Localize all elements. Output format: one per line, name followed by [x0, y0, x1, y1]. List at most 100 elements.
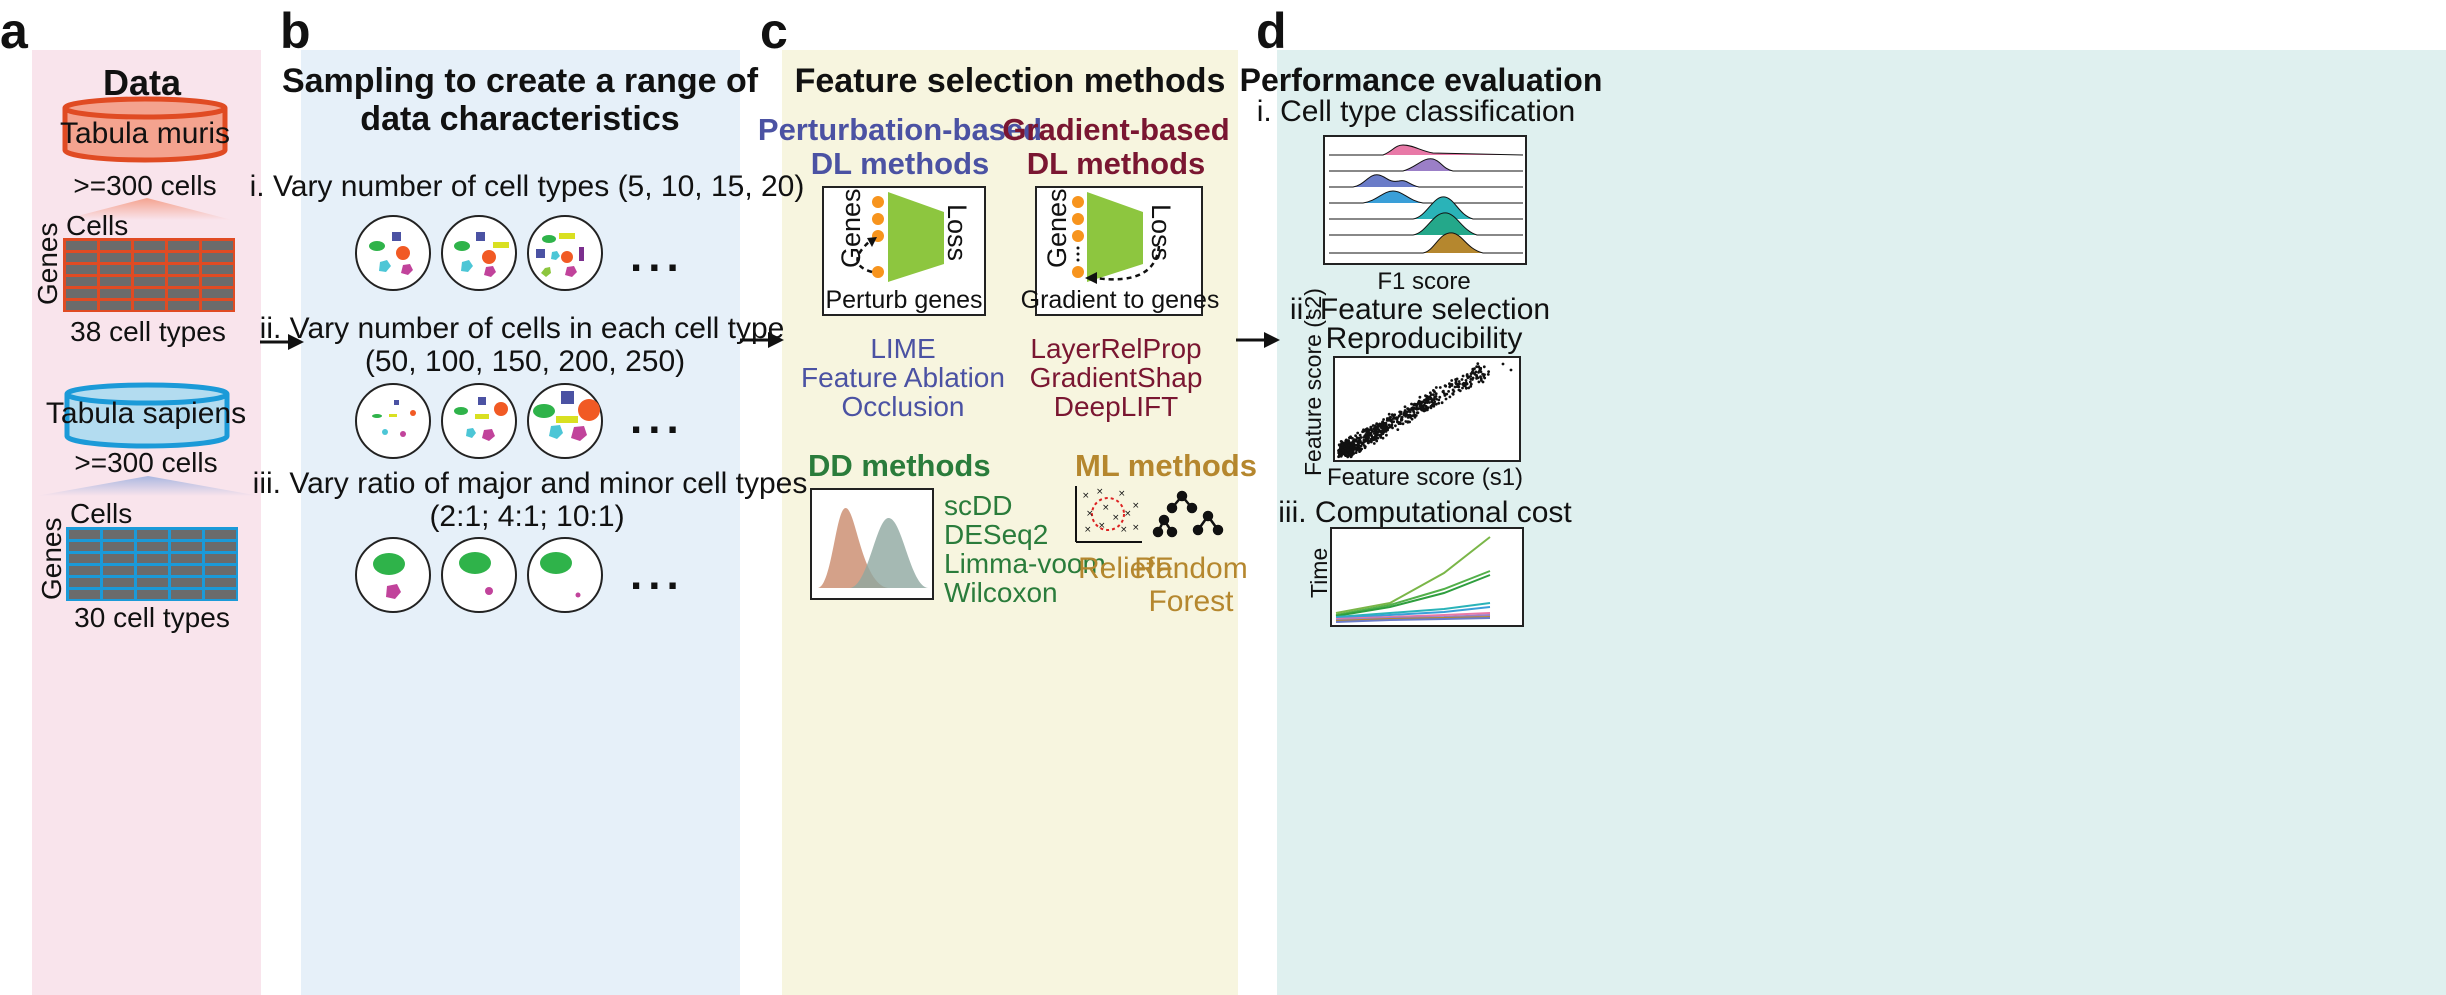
matrix-cell: [205, 578, 236, 587]
perturb-caption: Perturb genes: [825, 286, 983, 314]
scatter-point: [1406, 407, 1409, 410]
relieff-scatter-icon: × × ×× ××× × × × × ×: [1075, 486, 1142, 543]
matrix-cell: [103, 566, 134, 575]
scatter-point: [1464, 386, 1468, 390]
scatter-point: [1468, 380, 1472, 384]
scatter-point: [1448, 382, 1451, 386]
scatter-point: [1369, 431, 1373, 435]
matrix-cell: [100, 241, 131, 250]
scatter-point: [1455, 377, 1459, 381]
random-forest-line2: Forest: [1148, 585, 1234, 618]
step2-label-line2: (50, 100, 150, 200, 250): [364, 345, 686, 378]
ml-title: ML methods: [1075, 448, 1257, 483]
matrix-cell: [168, 265, 199, 274]
scatter-point: [1414, 414, 1418, 417]
scatter-point: [1375, 432, 1378, 435]
scatter-point: [1479, 375, 1482, 378]
step1-label: i. Vary number of cell types (5, 10, 15,…: [249, 170, 805, 203]
matrix-cell: [69, 578, 100, 587]
scatter-point: [1377, 428, 1381, 431]
matrix-cell: [103, 542, 134, 551]
gradient-method-layerrelprop: LayerRelProp: [1030, 333, 1202, 364]
gradient-title-line1: Gradient-based: [1002, 112, 1230, 147]
scatter-point: [1410, 407, 1414, 410]
svg-text:×: ×: [1120, 525, 1128, 535]
matrix2-cells-label: Cells: [70, 498, 133, 529]
gradient-method-deeplift: DeepLIFT: [1053, 391, 1179, 422]
scatter-point: [1339, 440, 1343, 443]
scatter-point: [1348, 436, 1351, 440]
scatter-point: [1433, 390, 1436, 394]
step3-label-line1: iii. Vary ratio of major and minor cell …: [252, 467, 808, 500]
scatter-point: [1346, 440, 1350, 444]
scatter-point: [1372, 432, 1376, 435]
scatter-point: [1448, 395, 1452, 399]
d-sub1-label: i. Cell type classification: [1256, 95, 1576, 128]
matrix1-cells-label: Cells: [66, 210, 129, 241]
scatter-point: [1396, 428, 1400, 431]
dd-method-scdd: scDD: [944, 490, 1013, 521]
dd-method-limma-voom: Limma-voom: [944, 548, 1106, 579]
matrix-cell: [168, 289, 199, 298]
scatter-point: [1418, 404, 1422, 408]
scatter-point: [1373, 426, 1376, 430]
scatter-point: [1457, 388, 1461, 392]
step2-circles: [355, 383, 603, 459]
svg-text:×: ×: [1102, 503, 1110, 513]
scatter-point: [1415, 411, 1419, 415]
scatter-point: [1366, 428, 1370, 431]
scatter-point: [1387, 423, 1391, 427]
scatter-point: [1362, 429, 1366, 433]
scatter-point: [1509, 368, 1513, 372]
computational-cost-plot: [1330, 527, 1524, 627]
panel-c-title: Feature selection methods: [794, 62, 1226, 100]
scatter-point: [1443, 384, 1447, 387]
perturb-network-diagram: [822, 186, 986, 316]
matrix-cell: [103, 590, 134, 599]
matrix-cell: [103, 530, 134, 539]
scatter-point: [1373, 429, 1377, 433]
scatter-point: [1433, 400, 1437, 404]
scatter-point: [1354, 451, 1358, 454]
scatter-point: [1467, 386, 1471, 390]
scatter-point: [1380, 431, 1384, 435]
scatter-point: [1444, 397, 1448, 401]
d-sub2-line1: ii. Feature selection: [1289, 293, 1551, 326]
matrix-cell: [69, 554, 100, 563]
matrix-cell: [134, 277, 165, 286]
dd-title: DD methods: [808, 448, 991, 483]
scatter-point: [1363, 446, 1367, 450]
matrix2-types-label: 30 cell types: [74, 602, 230, 633]
scatter-point: [1475, 365, 1479, 369]
arrow-c-to-d-icon: [1236, 332, 1280, 348]
scatter-point: [1481, 380, 1485, 384]
matrix1-genes-label: Genes: [32, 222, 63, 306]
scatter-point: [1419, 400, 1423, 404]
svg-text:×: ×: [1124, 509, 1132, 519]
scatter-point: [1343, 452, 1347, 456]
scatter-point: [1366, 433, 1370, 437]
scatter-point: [1392, 420, 1396, 423]
scatter-point: [1345, 444, 1348, 448]
scatter-point: [1366, 441, 1370, 445]
panel-label-c: c: [760, 3, 788, 59]
svg-text:×: ×: [1098, 521, 1106, 531]
step1-ellipsis: ...: [630, 232, 685, 281]
matrix-cell: [69, 590, 100, 599]
scatter-point: [1413, 407, 1417, 410]
scatter-point: [1369, 440, 1373, 444]
scatter-point: [1431, 398, 1435, 402]
scatter-point: [1358, 433, 1362, 437]
matrix-cell: [69, 530, 100, 539]
matrix-cell: [134, 301, 165, 310]
matrix-cell: [66, 253, 97, 262]
panel-d-title: Performance evaluation: [1239, 62, 1603, 98]
matrix-cell: [202, 301, 233, 310]
matrix-cell: [205, 590, 236, 599]
reproducibility-ylabel: Feature score (s2): [1300, 288, 1326, 476]
arrow-b-to-c-icon: [740, 332, 784, 348]
scatter-point: [1421, 407, 1425, 411]
matrix-cell: [171, 554, 202, 563]
matrix-cell: [100, 277, 131, 286]
perturb-title-line2: DL methods: [810, 146, 990, 181]
